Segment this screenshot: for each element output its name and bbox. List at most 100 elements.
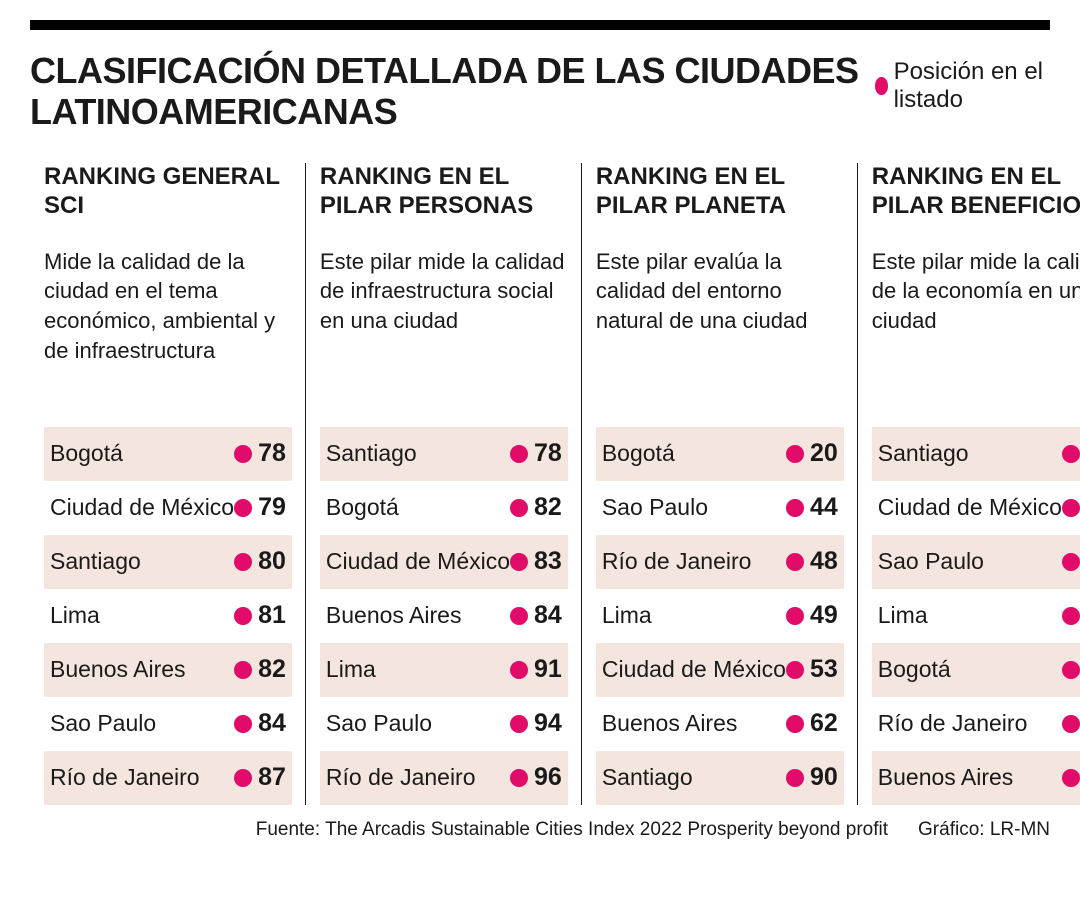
value-wrap: 82 [1062, 655, 1080, 684]
value-wrap: 78 [510, 439, 562, 468]
city-name: Sao Paulo [326, 710, 510, 737]
value-wrap: 81 [234, 601, 286, 630]
city-name: Ciudad de México [878, 494, 1062, 521]
value-wrap: 83 [1062, 709, 1080, 738]
position-dot-icon [786, 553, 804, 571]
ranking-row: Bogotá78 [44, 427, 292, 481]
ranking-rows: Bogotá78Ciudad de México79Santiago80Lima… [44, 427, 292, 805]
city-name: Santiago [602, 764, 786, 791]
value-wrap: 91 [510, 655, 562, 684]
value-wrap: 44 [786, 493, 838, 522]
ranking-row: Santiago 90 [596, 751, 844, 805]
column-description: Este pilar mide la calidad de infraestru… [320, 247, 568, 397]
value-wrap: 84 [1062, 763, 1080, 792]
value-wrap: 81 [1062, 601, 1080, 630]
ranking-row: Santiago78 [320, 427, 568, 481]
position-value: 79 [258, 493, 286, 522]
position-value: 87 [258, 763, 286, 792]
ranking-row: Lima91 [320, 643, 568, 697]
ranking-row: Bogotá82 [872, 643, 1080, 697]
city-name: Río de Janeiro [602, 548, 786, 575]
value-wrap: 49 [786, 601, 838, 630]
position-dot-icon [510, 661, 528, 679]
city-name: Lima [602, 602, 786, 629]
ranking-rows: Santiago78Bogotá82Ciudad de México83Buen… [320, 427, 568, 805]
city-name: Ciudad de México [602, 656, 786, 683]
column-heading: RANKING EN EL PILAR BENEFICIOS [872, 163, 1080, 223]
ranking-row: Bogotá82 [320, 481, 568, 535]
position-dot-icon [1062, 553, 1080, 571]
city-name: Río de Janeiro [878, 710, 1062, 737]
position-value: 90 [810, 763, 838, 792]
value-wrap: 76 [1062, 439, 1080, 468]
position-value: 83 [534, 547, 562, 576]
footer-credit: Gráfico: LR-MN [918, 819, 1050, 841]
position-dot-icon [786, 607, 804, 625]
ranking-columns: RANKING GENERAL SCIMide la calidad de la… [30, 163, 1050, 805]
page-title: CLASIFICACIÓN DETALLADA DE LAS CIUDADES … [30, 50, 875, 133]
ranking-row: Buenos Aires 84 [320, 589, 568, 643]
city-name: Santiago [50, 548, 234, 575]
city-name: Lima [878, 602, 1062, 629]
header: CLASIFICACIÓN DETALLADA DE LAS CIUDADES … [30, 50, 1050, 133]
position-value: 53 [810, 655, 838, 684]
value-wrap: 87 [234, 763, 286, 792]
value-wrap: 20 [786, 439, 838, 468]
ranking-row: Buenos Aires 62 [596, 697, 844, 751]
ranking-row: Lima81 [44, 589, 292, 643]
ranking-row: Ciudad de México77 [872, 481, 1080, 535]
position-dot-icon [234, 499, 252, 517]
position-value: 78 [534, 439, 562, 468]
position-dot-icon [1062, 769, 1080, 787]
value-wrap: 77 [1062, 493, 1080, 522]
column-description: Este pilar evalúa la calidad del entorno… [596, 247, 844, 397]
city-name: Sao Paulo [602, 494, 786, 521]
value-wrap: 78 [234, 439, 286, 468]
value-wrap: 94 [510, 709, 562, 738]
ranking-row: Ciudad de México 53 [596, 643, 844, 697]
ranking-row: Río de Janeiro83 [872, 697, 1080, 751]
value-wrap: 83 [510, 547, 562, 576]
position-value: 84 [534, 601, 562, 630]
ranking-column: RANKING EN EL PILAR PERSONASEste pilar m… [306, 163, 582, 805]
position-dot-icon [510, 499, 528, 517]
column-description: Mide la calidad de la ciudad en el tema … [44, 247, 292, 397]
position-dot-icon [234, 769, 252, 787]
city-name: Buenos Aires [326, 602, 510, 629]
city-name: Lima [326, 656, 510, 683]
value-wrap: 53 [786, 655, 838, 684]
ranking-rows: Santiago76Ciudad de México77Sao Paulo78L… [872, 427, 1080, 805]
ranking-row: Lima81 [872, 589, 1080, 643]
position-dot-icon [786, 661, 804, 679]
position-dot-icon [786, 499, 804, 517]
position-value: 96 [534, 763, 562, 792]
position-dot-icon [1062, 499, 1080, 517]
ranking-column: RANKING GENERAL SCIMide la calidad de la… [30, 163, 306, 805]
ranking-row: Sao Paulo 44 [596, 481, 844, 535]
position-value: 44 [810, 493, 838, 522]
value-wrap: 90 [786, 763, 838, 792]
city-name: Río de Janeiro [50, 764, 234, 791]
position-dot-icon [234, 661, 252, 679]
position-value: 62 [810, 709, 838, 738]
position-dot-icon [234, 715, 252, 733]
value-wrap: 84 [234, 709, 286, 738]
ranking-row: Río de Janeiro48 [596, 535, 844, 589]
position-dot-icon [786, 715, 804, 733]
position-value: 84 [258, 709, 286, 738]
city-name: Buenos Aires [602, 710, 786, 737]
city-name: Bogotá [878, 656, 1062, 683]
position-dot-icon [1062, 607, 1080, 625]
value-wrap: 62 [786, 709, 838, 738]
position-dot-icon [234, 553, 252, 571]
position-value: 78 [258, 439, 286, 468]
legend-dot-icon [875, 77, 887, 95]
ranking-row: Buenos Aires84 [872, 751, 1080, 805]
city-name: Río de Janeiro [326, 764, 510, 791]
footer: Fuente: The Arcadis Sustainable Cities I… [30, 819, 1050, 841]
city-name: Lima [50, 602, 234, 629]
ranking-row: Ciudad de México83 [320, 535, 568, 589]
value-wrap: 78 [1062, 547, 1080, 576]
ranking-row: Ciudad de México79 [44, 481, 292, 535]
ranking-row: Santiago80 [44, 535, 292, 589]
